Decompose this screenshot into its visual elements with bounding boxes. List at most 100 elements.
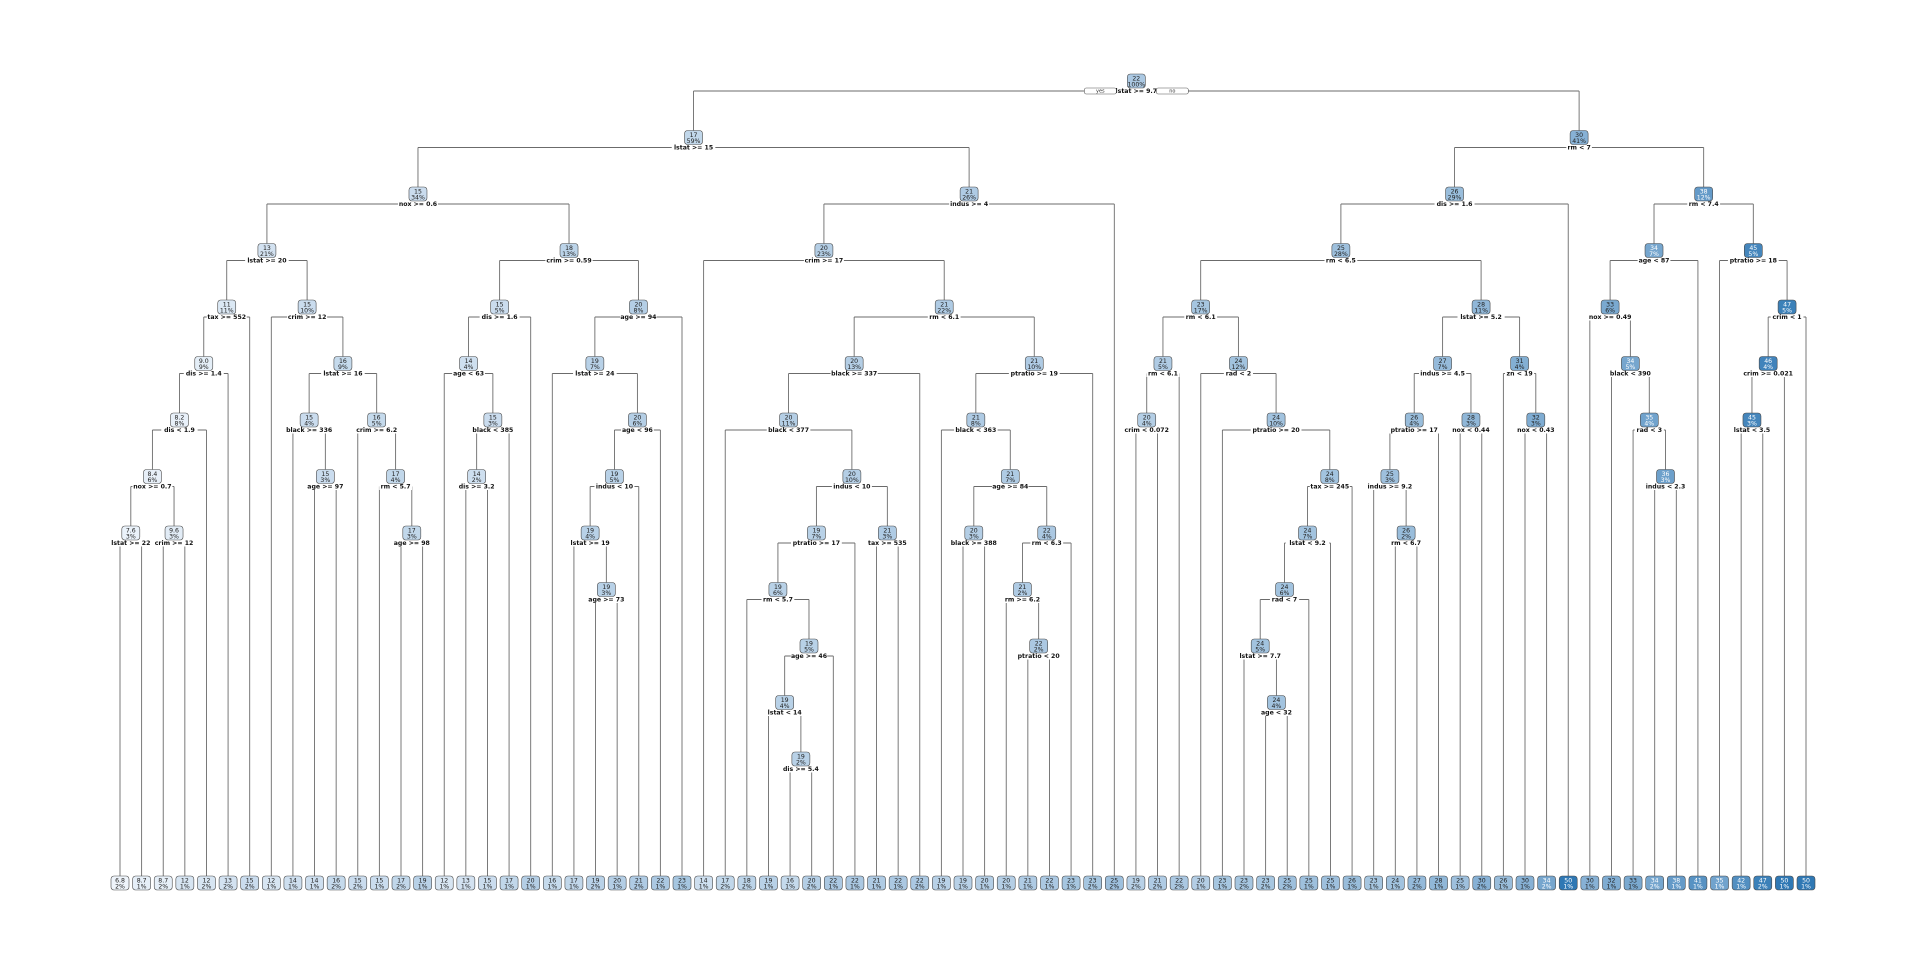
- node-percent: 1%: [1217, 883, 1227, 890]
- split-label: crim < 1: [1773, 314, 1802, 321]
- split-node: 194%: [775, 695, 794, 710]
- split-label: rad < 7: [1272, 597, 1297, 604]
- split-label: age < 96: [622, 427, 653, 434]
- split-label: rm < 7: [1567, 145, 1590, 152]
- split-label: black >= 336: [286, 427, 332, 434]
- split-label-bg: [397, 200, 438, 208]
- leaf-node: 182%: [737, 875, 757, 891]
- node-value: 15: [489, 414, 497, 421]
- node-box: [326, 875, 346, 891]
- leaf-node: 141%: [694, 875, 713, 890]
- node-percent: 12%: [1232, 364, 1246, 371]
- node-box: [932, 875, 951, 891]
- split-label: rm < 7.4: [1689, 201, 1720, 208]
- node-value: 24: [1234, 358, 1242, 365]
- leaf-node: 122%: [197, 875, 216, 890]
- leaf-node: 191%: [953, 875, 973, 890]
- leaf-node: 141%: [283, 875, 303, 890]
- node-value: 13: [263, 245, 271, 252]
- node-box: [878, 525, 897, 541]
- node-box: [996, 875, 1016, 891]
- node-box: [490, 299, 509, 315]
- node-percent: 2%: [115, 883, 125, 890]
- node-percent: 2%: [807, 883, 817, 890]
- node-box: [559, 243, 579, 258]
- split-label: black >= 388: [951, 540, 997, 547]
- split-label: rm < 6.3: [1032, 540, 1062, 547]
- node-value: 8.7: [158, 877, 168, 884]
- node-value: 19: [959, 877, 967, 884]
- leaf-node: 251%: [1450, 875, 1470, 890]
- split-node: 453%: [1742, 412, 1762, 427]
- node-value: 17: [392, 471, 400, 478]
- node-value: 24: [1326, 471, 1334, 478]
- node-box: [910, 875, 930, 891]
- split-label-bg: [354, 426, 399, 434]
- node-percent: 5%: [495, 307, 505, 314]
- node-percent: 1%: [569, 883, 579, 890]
- node-value: 15: [414, 188, 422, 195]
- split-label: indus >= 4: [950, 201, 989, 208]
- node-percent: 10%: [1269, 420, 1283, 427]
- node-percent: 1%: [1779, 883, 1789, 890]
- node-box: [164, 525, 184, 541]
- split-label-bg: [1309, 483, 1350, 490]
- node-box: [413, 875, 432, 891]
- leaf-node: 231%: [1213, 875, 1232, 890]
- split-label-bg: [1250, 426, 1302, 434]
- node-percent: 1%: [547, 883, 557, 890]
- leaf-node: 342%: [1537, 875, 1556, 890]
- node-percent: 2%: [1412, 883, 1422, 890]
- leaf-node: 212%: [1148, 875, 1167, 891]
- node-box: [959, 186, 979, 202]
- node-percent: 2%: [223, 883, 233, 890]
- split-label-bg: [1608, 370, 1653, 377]
- node-percent: 4%: [1515, 364, 1525, 371]
- node-percent: 13%: [847, 364, 861, 371]
- node-box: [1148, 875, 1167, 891]
- node-percent: 1%: [1023, 883, 1033, 890]
- node-value: 25: [1456, 877, 1464, 884]
- node-value: 18: [743, 877, 751, 884]
- node-percent: 3%: [1747, 420, 1757, 427]
- leaf-node: 272%: [1407, 875, 1427, 891]
- node-box: [1644, 243, 1664, 258]
- node-box: [1169, 875, 1189, 891]
- node-value: 15: [321, 471, 329, 478]
- node-box: [1256, 875, 1275, 891]
- node-percent: 1%: [1693, 883, 1703, 890]
- node-percent: 4%: [1409, 420, 1419, 427]
- node-percent: 4%: [585, 533, 595, 540]
- node-box: [737, 875, 757, 891]
- node-box: [1558, 875, 1578, 891]
- node-percent: 2%: [1282, 883, 1292, 890]
- split-label-bg: [831, 483, 872, 490]
- split-node: 153%: [483, 412, 503, 427]
- node-percent: 1%: [1347, 883, 1357, 890]
- node-percent: 1%: [374, 883, 384, 890]
- node-value: 23: [1067, 877, 1075, 884]
- leaf-node: 211%: [1018, 875, 1038, 890]
- node-value: 20: [527, 877, 535, 884]
- node-box: [1600, 299, 1620, 315]
- node-box: [585, 356, 605, 371]
- split-label-bg: [1588, 313, 1632, 321]
- leaf-node: 191%: [932, 875, 951, 891]
- leaf-node: 192%: [1126, 875, 1146, 890]
- split-label: black < 377: [768, 427, 809, 434]
- node-value: 20: [1002, 877, 1010, 884]
- leaf-node: 132%: [218, 875, 238, 890]
- node-percent: 11%: [1474, 307, 1488, 314]
- split-label-bg: [1004, 596, 1041, 603]
- split-label-bg: [1366, 483, 1414, 490]
- split-label: ptratio < 20: [1018, 653, 1061, 660]
- node-box: [586, 875, 605, 891]
- node-percent: 11%: [220, 307, 234, 314]
- node-box: [1407, 875, 1427, 891]
- node-percent: 1%: [418, 883, 428, 890]
- node-percent: 1%: [483, 883, 493, 890]
- node-value: 22: [1043, 527, 1051, 534]
- node-value: 15: [305, 414, 313, 421]
- split-label: nox >= 0.49: [1589, 314, 1632, 321]
